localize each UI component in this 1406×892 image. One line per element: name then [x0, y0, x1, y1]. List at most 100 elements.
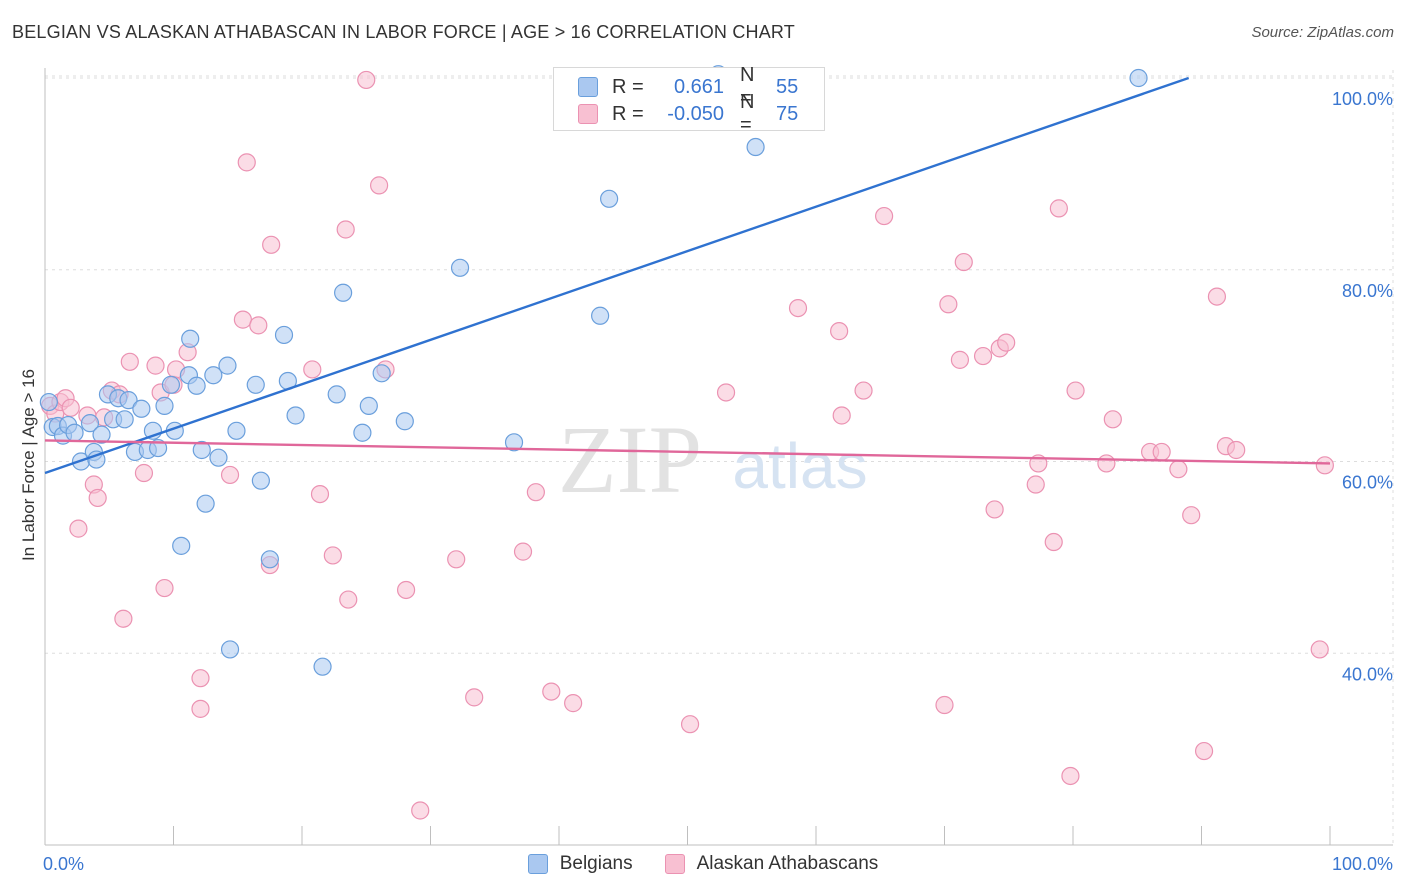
- athabascans-point: [542, 682, 561, 701]
- n-value: 75: [776, 102, 799, 125]
- belgians-point: [148, 438, 168, 458]
- athabascans-point: [61, 398, 80, 417]
- y-axis-label: In Labor Force | Age > 16: [19, 368, 38, 562]
- athabascans-point: [1066, 381, 1085, 400]
- athabascans-swatch: [664, 854, 685, 874]
- belgians-point: [251, 471, 270, 490]
- athabascans-point: [1026, 475, 1045, 494]
- legend-label: Alaskan Athabascans: [696, 853, 879, 874]
- n-value: 55: [776, 75, 799, 98]
- r-value: -0.050: [667, 102, 724, 125]
- belgians-point: [65, 423, 84, 442]
- athabascans-point: [357, 70, 376, 90]
- stats-row-belgians: R = 0.661 N = 55: [578, 64, 799, 109]
- athabascans-point: [1061, 766, 1080, 786]
- athabascans-point: [233, 310, 252, 329]
- belgians-point: [115, 410, 134, 429]
- legend-label: Belgians: [559, 853, 633, 874]
- tick-labels-layer: 100.0% 80.0% 60.0% 40.0% 0.0% 100.0%: [43, 89, 1393, 874]
- athabascans-point: [513, 542, 533, 561]
- athabascans-point: [237, 153, 256, 172]
- belgians-point: [172, 536, 191, 555]
- y-tick-label: 60.0%: [1342, 473, 1393, 493]
- belgians-swatch: [578, 77, 598, 97]
- belgians-point: [334, 283, 353, 302]
- watermark-atlas: atlas: [732, 430, 867, 502]
- belgians-point: [161, 375, 181, 394]
- series-legend: Belgians Alaskan Athabascans: [0, 851, 1406, 877]
- stats-row-athabascans: R = -0.050 N = 75: [578, 91, 799, 136]
- athabascans-point: [1207, 287, 1227, 306]
- athabascans-point: [411, 801, 430, 820]
- athabascans-trend-line: [44, 439, 1331, 465]
- athabascans-point: [997, 333, 1016, 352]
- chart-title: BELGIAN VS ALASKAN ATHABASCAN IN LABOR F…: [12, 22, 796, 42]
- belgians-point: [155, 396, 174, 415]
- belgians-swatch: [527, 854, 548, 874]
- belgians-point: [395, 412, 414, 431]
- n-label: N =: [740, 64, 755, 109]
- y-tick-label: 80.0%: [1342, 281, 1393, 301]
- athabascans-point: [1097, 454, 1116, 473]
- athabascans-point: [1315, 456, 1334, 475]
- y-tick-label: 40.0%: [1342, 664, 1393, 684]
- athabascans-point: [564, 694, 583, 713]
- athabascans-point: [447, 550, 466, 569]
- belgians-point: [372, 364, 391, 383]
- belgians-point: [746, 137, 765, 157]
- r-label: R =: [612, 75, 644, 98]
- athabascans-point: [88, 488, 107, 508]
- belgians-point: [286, 406, 305, 425]
- belgians-point: [209, 448, 228, 467]
- athabascans-point: [985, 500, 1004, 519]
- athabascans-point: [303, 360, 322, 379]
- belgians-point: [87, 450, 106, 469]
- athabascans-point: [249, 316, 268, 335]
- y-tick-label: 100.0%: [1332, 89, 1393, 109]
- athabascans-point: [155, 578, 174, 598]
- athabascans-point: [1227, 440, 1246, 460]
- athabascans-point: [526, 483, 545, 502]
- athabascans-point: [1310, 640, 1329, 659]
- belgians-point: [192, 440, 211, 460]
- belgians-point: [313, 657, 332, 676]
- belgians-point: [132, 399, 151, 418]
- belgians-point: [591, 306, 610, 325]
- athabascans-point: [1103, 410, 1122, 429]
- r-value: 0.661: [673, 75, 724, 98]
- belgians-point: [220, 640, 240, 659]
- belgians-trend-line: [44, 76, 1190, 475]
- belgians-point: [260, 550, 279, 569]
- belgians-point: [218, 356, 237, 375]
- belgians-point: [39, 392, 58, 412]
- athabascans-point: [939, 295, 958, 314]
- belgians-point: [181, 329, 200, 348]
- athabascans-point: [191, 669, 210, 688]
- athabascans-point: [310, 484, 330, 504]
- belgians-point: [504, 433, 524, 452]
- athabascans-point: [262, 235, 281, 254]
- athabascans-point: [220, 465, 240, 485]
- athabascans-point: [120, 352, 139, 371]
- belgians-point: [119, 391, 138, 410]
- belgians-point: [327, 385, 346, 404]
- athabascans-point: [69, 519, 88, 538]
- athabascans-point: [954, 252, 973, 272]
- belgians-point: [187, 376, 206, 395]
- belgians-point: [92, 425, 111, 444]
- athabascans-point: [950, 350, 970, 369]
- x-tick-label: 0.0%: [43, 854, 84, 874]
- legend-item-athabascans[interactable]: Alaskan Athabascans: [664, 853, 879, 875]
- legend-item-belgians[interactable]: Belgians: [527, 853, 633, 875]
- athabascans-point: [1044, 532, 1063, 552]
- belgians-point: [204, 366, 223, 385]
- athabascans-point: [716, 383, 736, 402]
- athabascans-point: [830, 322, 849, 341]
- athabascans-point: [370, 176, 389, 195]
- source-label: Source: ZipAtlas.com: [1251, 24, 1394, 41]
- y-axis-label-wrap: In Labor Force | Age > 16: [16, 300, 42, 630]
- belgians-point: [359, 396, 378, 415]
- athabascans-point: [114, 609, 133, 628]
- athabascans-point: [396, 580, 416, 600]
